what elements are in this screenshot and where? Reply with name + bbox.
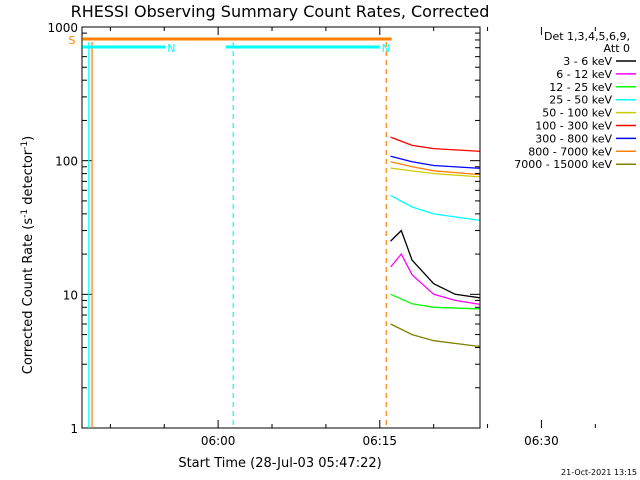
legend-label-0: 3 - 6 keV: [563, 55, 612, 68]
series-line-6: [390, 155, 480, 169]
flag-label-N-1: N: [167, 42, 175, 55]
legend-label-6: 300 - 800 keV: [535, 132, 612, 145]
legend-header-attenuator: Att 0: [604, 42, 630, 55]
legend-label-2: 12 - 25 keV: [549, 81, 612, 94]
chart-title: RHESSI Observing Summary Count Rates, Co…: [71, 2, 490, 21]
y-tick-label-0: 1: [70, 422, 78, 436]
plot-frame: [81, 26, 481, 429]
x-tick-label-0: 06:00: [201, 434, 236, 448]
series-line-2: [390, 293, 480, 310]
x-tick-label-1: 06:15: [362, 434, 397, 448]
legend-label-7: 800 - 7000 keV: [528, 145, 612, 158]
y-axis-label: Corrected Count Rate (s-1 detector-1): [20, 136, 36, 374]
x-axis-label: Start Time (28-Jul-03 05:47:22): [178, 456, 381, 471]
series-line-7: [390, 161, 480, 176]
y-tick-label-2: 100: [55, 155, 78, 169]
series-line-8: [390, 323, 480, 347]
x-tick-label-2: 06:30: [524, 434, 559, 448]
legend-label-1: 6 - 12 keV: [556, 68, 612, 81]
y-tick-label-1: 10: [63, 288, 78, 302]
series-group: [390, 136, 480, 347]
timestamp-footer: 21-Oct-2021 13:15: [561, 468, 637, 477]
flag-label-N-2: N: [382, 42, 390, 55]
legend-header-detectors: Det 1,3,4,5,6,9,: [544, 30, 630, 43]
legend-label-3: 25 - 50 keV: [549, 94, 612, 107]
flag-label-S-0: S: [69, 34, 76, 47]
series-line-3: [390, 194, 480, 221]
legend-label-4: 50 - 100 keV: [542, 107, 612, 120]
series-line-5: [390, 136, 480, 152]
plot-area: [390, 136, 480, 347]
legend-label-8: 7000 - 15000 keV: [514, 158, 612, 171]
y-tick-label-3: 1000: [47, 21, 78, 35]
annotations: SNNF: [69, 34, 392, 428]
legend-label-5: 100 - 300 keV: [535, 120, 612, 133]
